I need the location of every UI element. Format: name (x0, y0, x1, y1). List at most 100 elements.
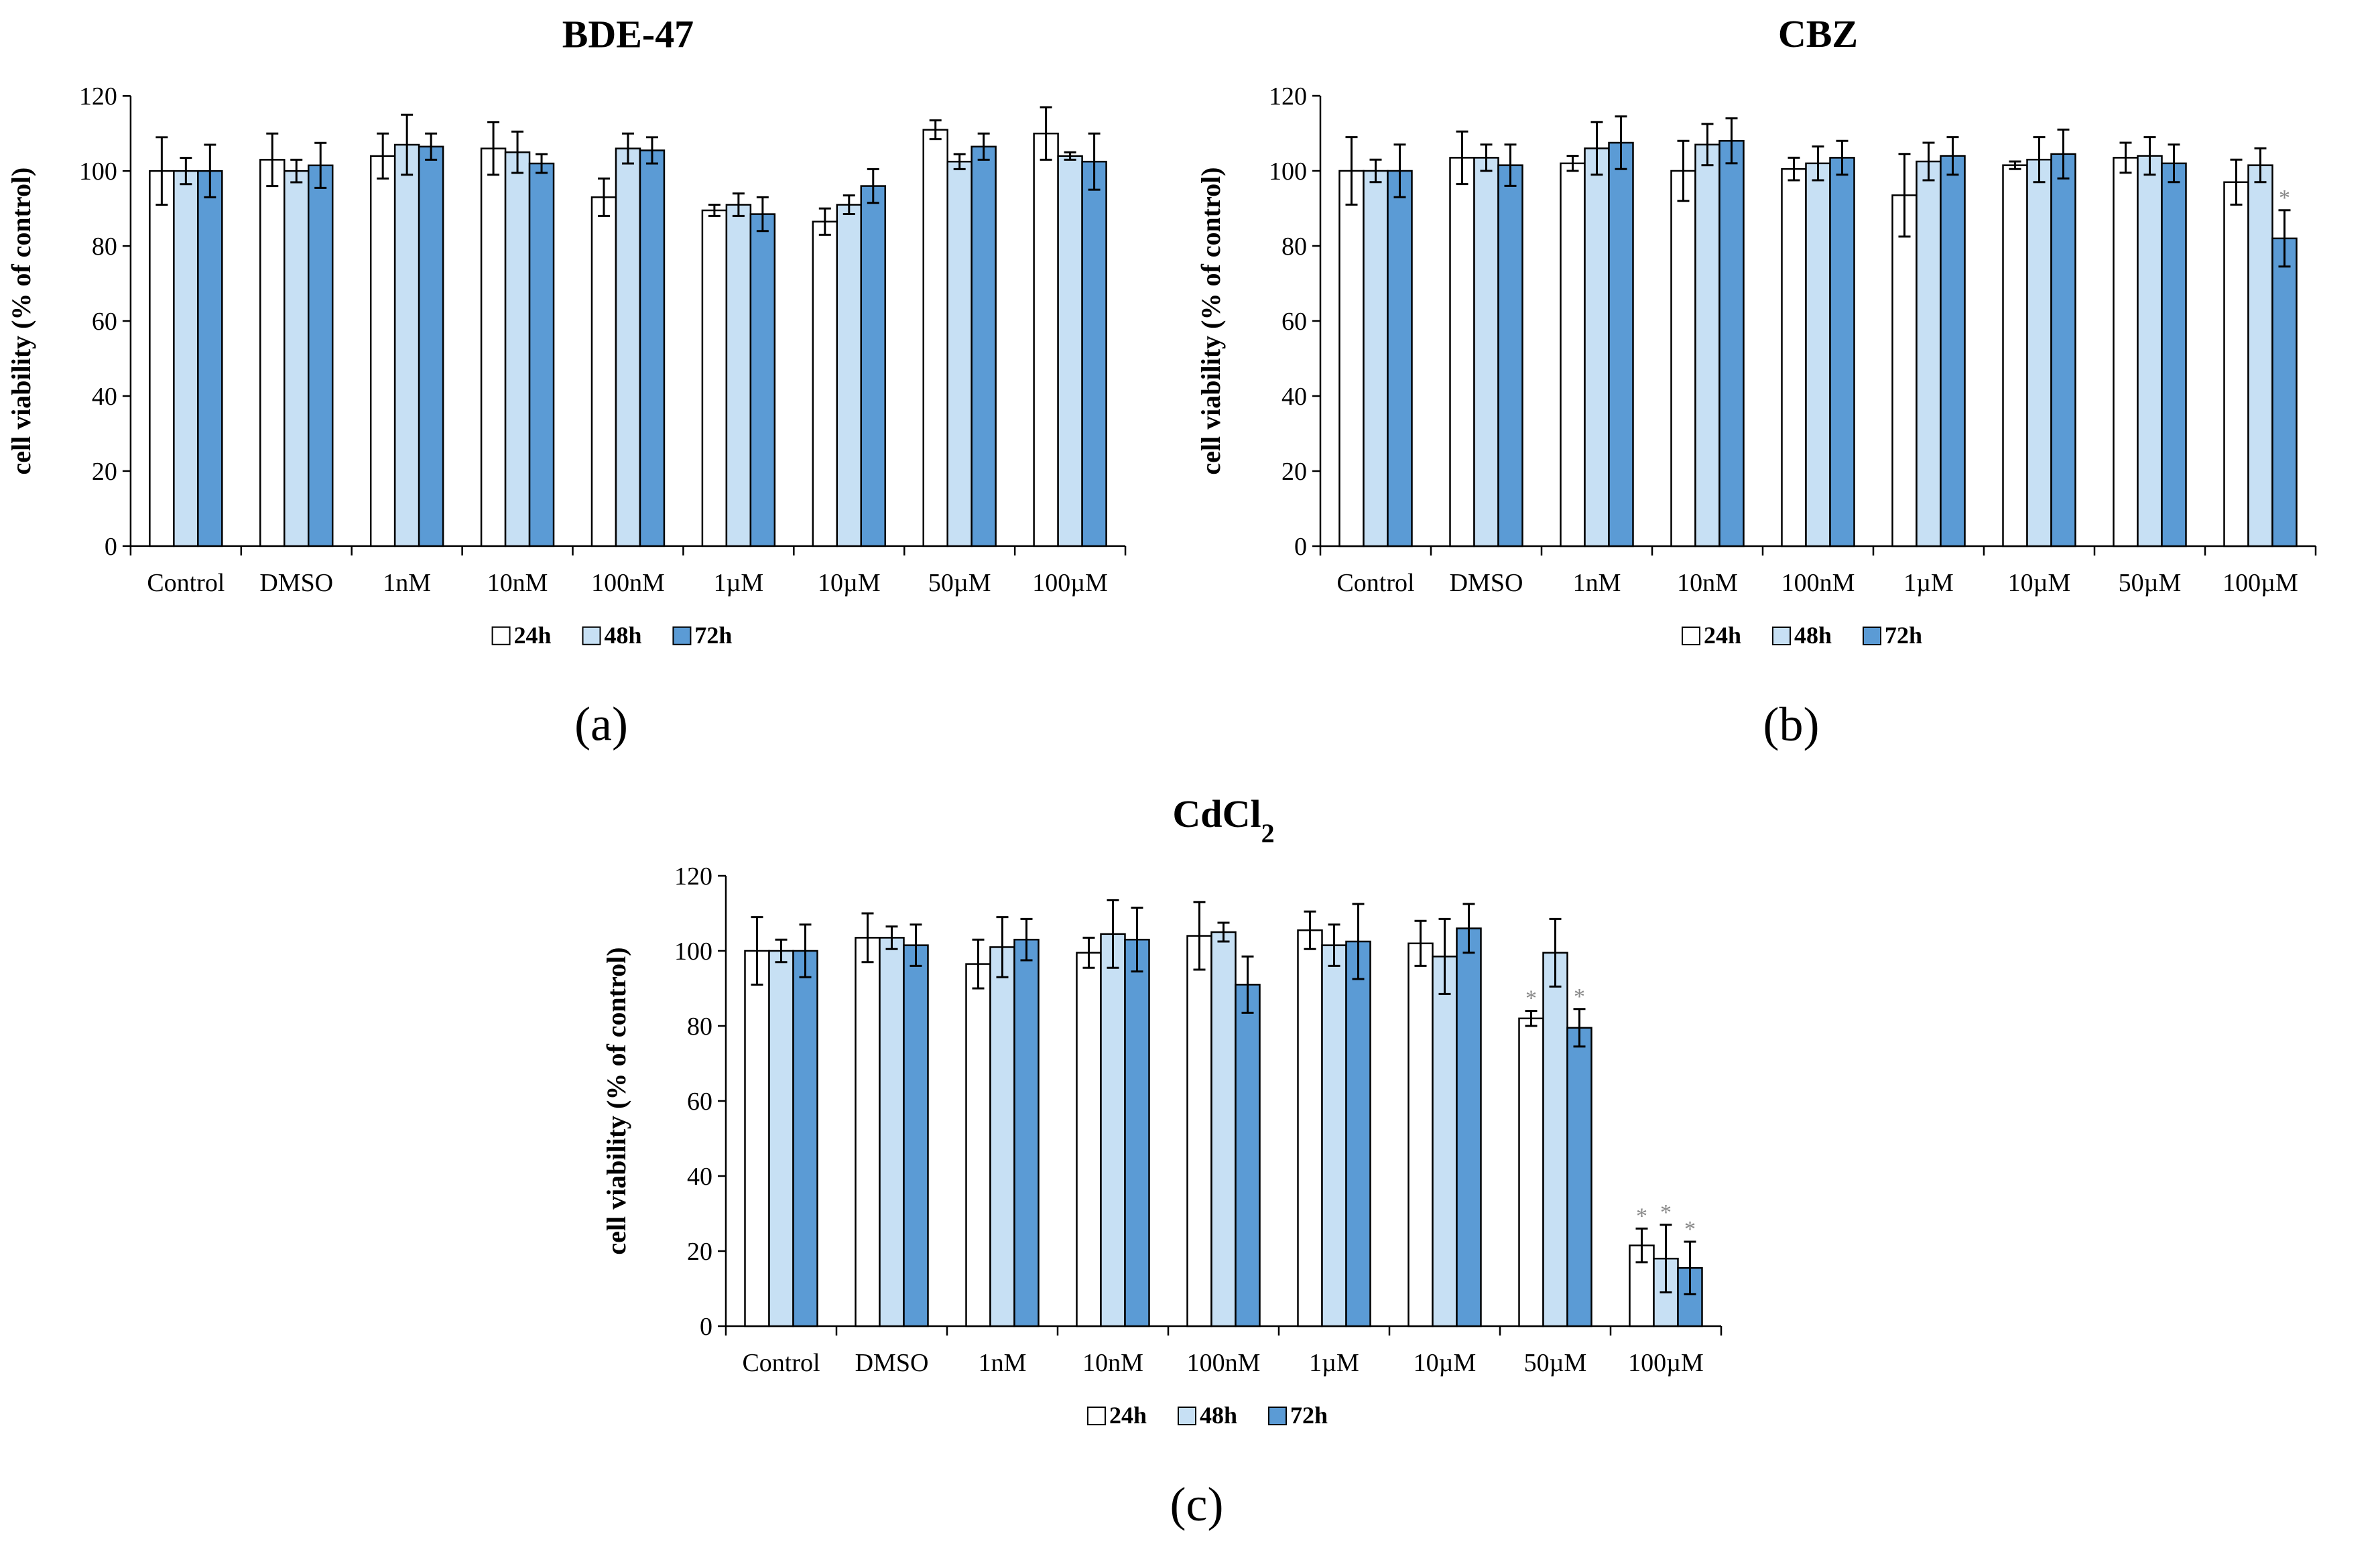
bar (725, 204, 752, 547)
bar (1456, 927, 1482, 1327)
x-category-label: 10nM (1677, 569, 1738, 597)
legend-label: 48h (1794, 622, 1832, 649)
bar (836, 204, 863, 547)
significance-marker: * (2279, 186, 2290, 210)
bar (1407, 942, 1434, 1327)
bar (1345, 940, 1371, 1327)
bar (393, 143, 420, 547)
bar (1013, 938, 1040, 1327)
y-tick-label: 60 (687, 1088, 712, 1116)
bar (946, 160, 973, 547)
x-category-label: 100nM (1781, 569, 1855, 597)
bar (2137, 155, 2163, 547)
chart-panel-a: BDE-47 cell viability (% of control) 0 20 40… (0, 0, 1190, 780)
y-tick-label: 40 (92, 383, 117, 411)
bar (2223, 181, 2249, 547)
bar (615, 147, 641, 547)
bar (970, 145, 997, 547)
bar (1321, 944, 1347, 1327)
bar (855, 937, 881, 1327)
chart-title: CdCl2 (1172, 792, 1274, 848)
panel-label: (a) (574, 698, 628, 751)
bar (480, 147, 507, 547)
bar (1940, 155, 1966, 547)
bar (149, 170, 175, 547)
legend-label: 24h (514, 622, 552, 649)
bar (590, 196, 617, 547)
legend-swatch (672, 626, 692, 645)
bar (639, 149, 666, 547)
y-tick-label: 20 (92, 458, 117, 486)
chart-title-main: BDE-47 (562, 12, 694, 56)
bar (812, 220, 838, 547)
legend-swatch (1087, 1407, 1106, 1425)
x-category-label: 1µM (1903, 569, 1954, 597)
significance-marker: * (1684, 1217, 1696, 1242)
bar (1432, 956, 1458, 1327)
bar (1387, 170, 1413, 547)
significance-marker: * (1574, 984, 1585, 1009)
bar (1473, 157, 1499, 547)
x-category-label: 1nM (1573, 569, 1621, 597)
x-category-label: 100µM (2222, 569, 2298, 597)
x-category-label: 50µM (1524, 1349, 1587, 1377)
bar (2002, 164, 2028, 547)
y-tick-label: 120 (674, 862, 712, 891)
bar (879, 937, 905, 1327)
y-tick-label: 120 (79, 82, 117, 111)
x-category-label: 10µM (1414, 1349, 1477, 1377)
bar (1670, 170, 1696, 547)
chart-title-subscript: 2 (1261, 818, 1275, 848)
y-tick-label: 0 (700, 1313, 712, 1341)
bar (2026, 158, 2052, 547)
x-category-label: 100nM (1187, 1349, 1261, 1377)
x-category-label: 1nM (383, 569, 431, 597)
bar (1210, 931, 1237, 1327)
x-category-label: 10nM (487, 569, 548, 597)
chart-svg: CdCl2 cell viability (% of control) 0 20 40 6… (601, 792, 1723, 1531)
bar (504, 151, 531, 547)
x-category-label: 100nM (591, 569, 665, 597)
bar (284, 170, 310, 547)
bar (1781, 168, 1807, 547)
x-category-label: 1µM (714, 569, 764, 597)
y-axis-label: cell viability (% of control) (1196, 167, 1226, 474)
y-tick-label: 80 (1281, 233, 1307, 261)
bar (1033, 132, 1059, 547)
y-axis-label: cell viability (% of control) (601, 947, 631, 1254)
legend-label: 24h (1109, 1402, 1147, 1429)
bar (860, 185, 887, 547)
bar (1718, 139, 1745, 547)
bar (173, 170, 199, 547)
x-category-label: 10nM (1082, 1349, 1143, 1377)
bar (1566, 1027, 1592, 1327)
bar (903, 944, 929, 1327)
bar (1497, 164, 1523, 547)
bar (259, 159, 286, 547)
bar (922, 129, 948, 547)
bar (1916, 160, 1942, 547)
bar (1363, 170, 1389, 547)
legend-label: 48h (1200, 1402, 1237, 1429)
bar (1805, 162, 1831, 547)
x-category-label: 10µM (2008, 569, 2071, 597)
bar (1560, 162, 1586, 547)
legend-label: 72h (694, 622, 732, 649)
x-category-label: DMSO (855, 1349, 929, 1377)
chart-title-main: CdCl (1172, 792, 1261, 836)
x-category-label: 1nM (979, 1349, 1027, 1377)
panel-label: (c) (1170, 1478, 1224, 1531)
bar (1338, 170, 1365, 547)
bar (749, 213, 776, 547)
chart-svg: CBZ cell viability (% of control) 0 20 40 60 8… (1196, 12, 2317, 751)
x-category-label: 50µM (2119, 569, 2182, 597)
chart-title: BDE-47 (562, 12, 694, 56)
bar (2113, 157, 2139, 547)
bar (2247, 164, 2273, 547)
bar (2271, 237, 2298, 547)
x-category-label: Control (147, 569, 225, 597)
bar (307, 164, 334, 547)
x-category-label: Control (1336, 569, 1414, 597)
bar (1124, 938, 1150, 1327)
legend-swatch (1682, 627, 1700, 645)
